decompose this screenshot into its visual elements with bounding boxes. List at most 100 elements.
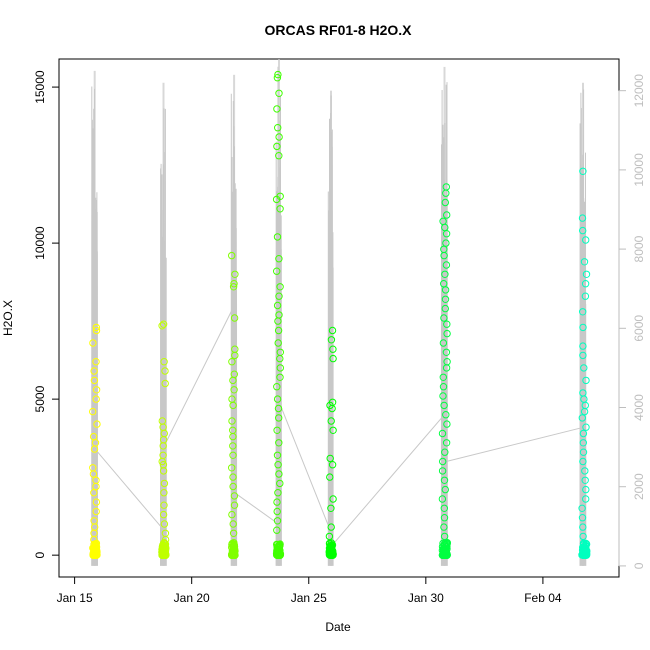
data-point	[578, 504, 586, 512]
data-point	[329, 495, 337, 503]
data-point	[327, 523, 335, 531]
data-point	[229, 442, 237, 450]
data-point	[578, 514, 587, 522]
data-point	[276, 364, 284, 372]
secondary-trace	[327, 95, 334, 566]
data-point	[273, 301, 282, 310]
data-point	[441, 286, 450, 294]
data-point	[579, 342, 587, 350]
data-point	[327, 336, 336, 344]
data-point	[582, 270, 591, 278]
data-point	[276, 551, 284, 559]
data-point	[438, 467, 447, 475]
data-point	[230, 551, 239, 559]
data-point	[228, 539, 237, 548]
data-point	[441, 304, 449, 313]
data-point	[274, 339, 282, 347]
data-point	[581, 467, 589, 475]
secondary-trace	[160, 108, 167, 566]
data-point	[580, 364, 588, 372]
data-point	[161, 367, 169, 375]
data-point	[273, 451, 282, 459]
data-point	[579, 532, 587, 541]
data-point	[276, 354, 284, 363]
data-point	[582, 495, 590, 503]
data-point	[228, 358, 236, 366]
data-point	[579, 429, 588, 438]
data-point	[440, 314, 448, 322]
data-point	[582, 423, 590, 431]
data-point	[93, 420, 101, 428]
data-point	[326, 473, 334, 481]
data-point	[228, 417, 236, 425]
data-point	[159, 467, 168, 475]
data-point	[443, 320, 451, 328]
data-point	[442, 439, 451, 447]
data-point	[441, 270, 449, 278]
secondary-trace-band	[233, 74, 236, 566]
data-point	[158, 457, 166, 466]
data-point	[581, 292, 590, 300]
data-point	[578, 214, 587, 222]
data-point	[578, 414, 586, 422]
data-point	[275, 133, 283, 141]
data-point	[579, 439, 587, 447]
y2-tick-label: 2000	[632, 473, 646, 500]
data-point	[442, 261, 451, 269]
data-point	[328, 461, 337, 469]
data-point	[229, 376, 237, 385]
data-point	[329, 426, 337, 434]
data-point	[329, 354, 337, 363]
data-point	[327, 417, 335, 425]
data-point	[230, 501, 239, 509]
data-point	[328, 541, 336, 550]
data-point	[273, 142, 281, 151]
data-point	[440, 401, 448, 410]
data-point	[231, 351, 239, 360]
data-point	[273, 74, 282, 82]
data-point	[161, 379, 169, 388]
data-point	[273, 383, 281, 391]
data-point	[328, 550, 336, 559]
data-point	[440, 532, 449, 541]
data-point	[158, 549, 166, 557]
data-point	[159, 442, 167, 450]
data-point	[229, 543, 237, 551]
data-point	[160, 489, 168, 497]
data-point	[582, 376, 590, 385]
secondary-trace-band	[278, 59, 280, 566]
data-point	[438, 495, 447, 503]
secondary-trace-band	[162, 82, 165, 566]
data-point	[229, 473, 237, 481]
data-point	[92, 539, 101, 548]
y2-axis: 0 2000 4000 6000 8000 10000 12000	[618, 74, 646, 569]
data-point	[273, 544, 282, 552]
y2-tick-label: 6000	[632, 315, 646, 342]
data-point	[92, 323, 101, 332]
data-point	[273, 395, 282, 403]
data-point	[274, 489, 282, 497]
x-tick-label: Feb 04	[524, 591, 562, 605]
data-point	[274, 404, 283, 413]
data-point	[92, 507, 100, 516]
data-point	[89, 470, 98, 478]
data-point	[273, 498, 281, 506]
y-tick-label: 15000	[33, 70, 47, 104]
data-point	[228, 251, 236, 260]
data-point	[440, 476, 449, 484]
data-point	[274, 461, 282, 469]
data-point	[327, 504, 335, 512]
data-point	[579, 308, 587, 316]
data-point	[90, 376, 99, 385]
data-point	[580, 258, 589, 266]
y-tick-label: 10000	[33, 226, 47, 260]
data-point	[442, 411, 450, 419]
data-point	[273, 517, 282, 525]
data-point	[160, 501, 168, 509]
data-point	[274, 70, 282, 79]
data-point	[92, 482, 100, 491]
data-point	[92, 326, 101, 335]
data-point	[230, 314, 239, 322]
y2-tick-label: 12000	[632, 74, 646, 108]
data-point	[328, 404, 336, 413]
